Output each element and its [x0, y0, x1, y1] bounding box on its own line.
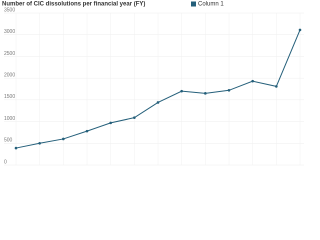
point	[133, 116, 136, 119]
y-tick-label: 3500	[4, 7, 15, 13]
y-tick-label: 1000	[4, 116, 15, 122]
point	[251, 79, 254, 83]
chart-title: Number of CIC dissolutions per financial…	[2, 2, 145, 8]
point	[204, 92, 207, 95]
point	[38, 141, 41, 145]
legend-swatch	[191, 1, 196, 7]
y-tick-label: 3000	[4, 29, 15, 35]
y-tick-label: 1500	[4, 94, 15, 100]
point	[62, 137, 65, 141]
y-tick-label: 500	[4, 138, 13, 144]
point	[85, 129, 89, 133]
point	[180, 89, 183, 93]
legend-label: Column 1	[198, 2, 224, 8]
y-tick-label: 2500	[4, 51, 15, 57]
point	[275, 85, 278, 88]
point	[14, 146, 18, 150]
point	[109, 121, 112, 125]
y-tick-label: 2000	[4, 72, 15, 78]
point	[227, 89, 231, 92]
point	[156, 101, 160, 104]
chart: Number of CIC dissolutions per financial…	[2, 1, 304, 165]
y-tick-label: 0	[4, 159, 7, 165]
point	[298, 28, 302, 32]
